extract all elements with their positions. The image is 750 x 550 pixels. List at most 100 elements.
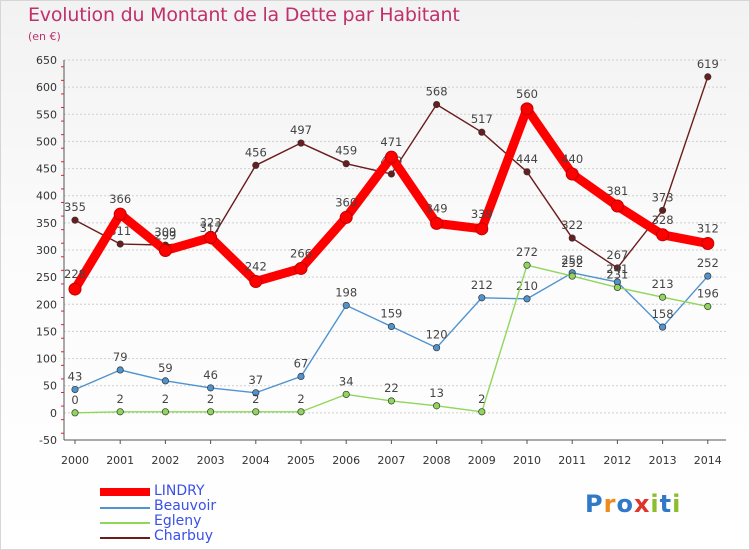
legend-swatch <box>100 507 150 509</box>
data-label: 317 <box>200 221 222 235</box>
logo-letter: t <box>659 490 673 518</box>
logo-letter: o <box>616 490 634 518</box>
data-label: 198 <box>335 285 357 299</box>
x-tick-label: 2012 <box>603 454 631 467</box>
data-point <box>249 274 263 288</box>
data-point <box>523 261 531 269</box>
y-tick-label: 350 <box>36 217 57 230</box>
data-point <box>478 128 486 136</box>
data-point <box>387 397 395 405</box>
data-point <box>161 377 169 385</box>
data-label: 120 <box>426 328 448 342</box>
legend-item-charbuy: Charbuy <box>100 528 300 546</box>
y-tick-label: 450 <box>36 163 57 176</box>
data-label: 159 <box>380 307 402 321</box>
data-point <box>704 272 712 280</box>
y-tick-label: 300 <box>36 244 57 257</box>
data-point <box>568 234 576 242</box>
data-point <box>342 301 350 309</box>
y-tick-label: 100 <box>36 353 57 366</box>
data-point <box>659 293 667 301</box>
data-label: 2 <box>117 392 124 406</box>
legend-swatch <box>100 488 150 496</box>
x-tick-label: 2006 <box>332 454 360 467</box>
chart-subtitle: (en €) <box>28 30 61 43</box>
legend-item-beauvoir: Beauvoir <box>100 498 300 516</box>
legend-swatch <box>100 522 150 524</box>
data-point <box>158 244 172 258</box>
data-label: 2 <box>207 392 214 406</box>
data-label: 2 <box>478 392 485 406</box>
data-label: 258 <box>561 253 583 267</box>
data-point <box>610 199 624 213</box>
data-point <box>71 216 79 224</box>
data-label: 34 <box>339 374 354 388</box>
data-label: 272 <box>516 245 538 259</box>
data-label: 312 <box>697 221 719 235</box>
data-point <box>297 372 305 381</box>
legend-item-lindry: LINDRY <box>100 483 300 501</box>
data-label: 59 <box>158 361 173 375</box>
data-label: 212 <box>471 278 493 292</box>
data-label: 37 <box>248 373 263 387</box>
data-point <box>252 408 260 416</box>
data-point <box>113 207 127 221</box>
legend-label: LINDRY <box>154 483 205 499</box>
data-point <box>433 402 441 410</box>
data-label: 196 <box>697 286 719 300</box>
logo-letter: i <box>650 490 660 518</box>
data-point <box>523 168 531 176</box>
y-tick-label: 600 <box>36 81 57 94</box>
data-label: 381 <box>606 184 628 198</box>
data-point <box>342 160 350 168</box>
data-label: 355 <box>64 200 86 214</box>
data-label: 241 <box>606 262 628 276</box>
data-point <box>297 408 305 416</box>
y-tick-label: 650 <box>36 54 57 67</box>
data-point <box>659 206 667 214</box>
y-tick-label: 250 <box>36 271 57 284</box>
data-label: 456 <box>245 145 267 159</box>
data-label: 67 <box>294 356 309 370</box>
data-label: 252 <box>697 256 719 270</box>
data-point <box>252 389 260 397</box>
data-point <box>116 408 124 416</box>
data-point <box>71 409 79 417</box>
data-label: 328 <box>652 213 674 227</box>
data-point <box>523 295 531 303</box>
x-tick-label: 2002 <box>151 454 179 467</box>
data-label: 322 <box>561 218 583 232</box>
data-label: 2 <box>162 392 169 406</box>
x-tick-label: 2013 <box>649 454 677 467</box>
data-point <box>339 210 353 224</box>
x-tick-label: 2004 <box>242 454 270 467</box>
data-label: 299 <box>154 229 176 243</box>
data-label: 267 <box>606 248 628 262</box>
data-label: 309 <box>154 225 176 239</box>
data-point <box>297 139 305 147</box>
data-point <box>478 408 486 416</box>
data-label: 619 <box>697 57 719 71</box>
data-point <box>116 240 124 248</box>
data-point <box>704 302 712 311</box>
data-label: 349 <box>426 201 448 215</box>
data-label: 213 <box>652 277 674 291</box>
data-label: 560 <box>516 87 538 101</box>
data-point <box>656 228 670 242</box>
logo-letter: P <box>585 490 604 518</box>
data-label: 323 <box>200 216 222 230</box>
legend-label: Beauvoir <box>154 498 217 514</box>
data-point <box>613 283 621 292</box>
logo-letter: i <box>672 490 682 518</box>
x-tick-label: 2008 <box>423 454 451 467</box>
data-point <box>207 408 215 416</box>
data-point <box>294 261 308 275</box>
data-point <box>659 323 667 331</box>
data-point <box>384 150 398 164</box>
x-tick-label: 2007 <box>377 454 405 467</box>
data-label: 266 <box>290 246 312 260</box>
data-label: 22 <box>384 381 399 395</box>
data-point <box>613 264 621 272</box>
data-point <box>387 170 395 178</box>
